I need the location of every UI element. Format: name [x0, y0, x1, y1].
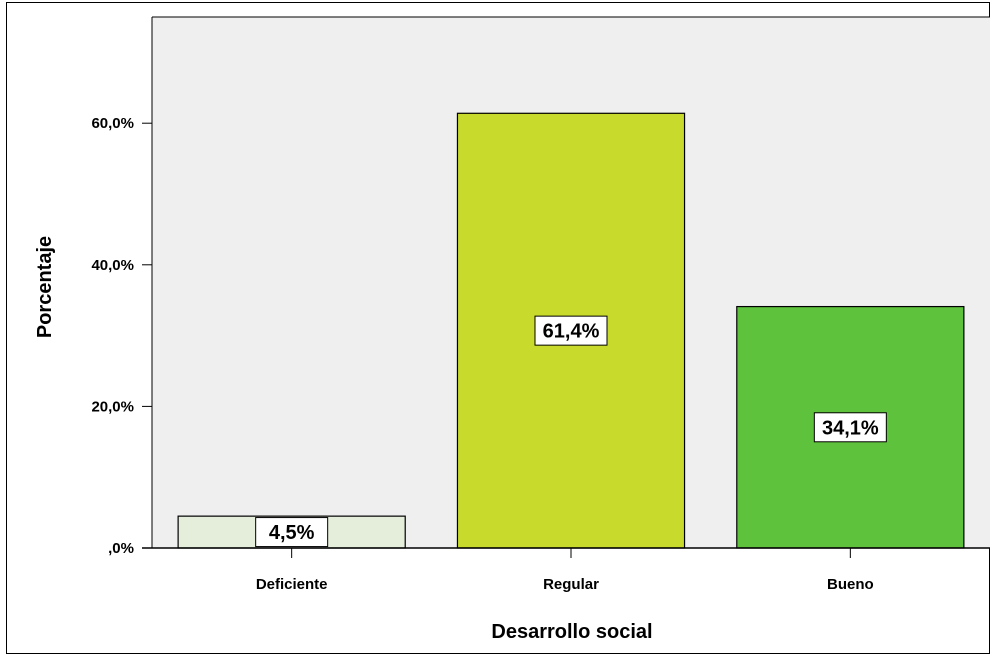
x-axis-title: Desarrollo social [491, 621, 652, 643]
x-tick-label: Deficiente [256, 576, 328, 593]
data-label-box [813, 412, 887, 443]
data-label-box [534, 315, 608, 346]
y-tick-label: 20,0% [91, 398, 134, 415]
data-label-box [255, 517, 329, 548]
data-label: 4,5% [269, 522, 315, 544]
data-labels-group: 4,5% 61,4% 34,1% [255, 315, 887, 548]
y-tick-label: 60,0% [91, 115, 134, 132]
y-tick-label: ,0% [108, 540, 134, 557]
x-tick-label: Bueno [827, 576, 874, 593]
data-label: 34,1% [822, 417, 879, 439]
y-tick-label: 40,0% [91, 257, 134, 274]
x-tick-label: Regular [543, 576, 599, 593]
axes-group: ,0% 20,0% 40,0% 60,0% Deficiente Regular Bueno [91, 16, 990, 593]
y-axis-title: Porcentaje [34, 236, 56, 338]
data-label: 61,4% [543, 321, 600, 343]
